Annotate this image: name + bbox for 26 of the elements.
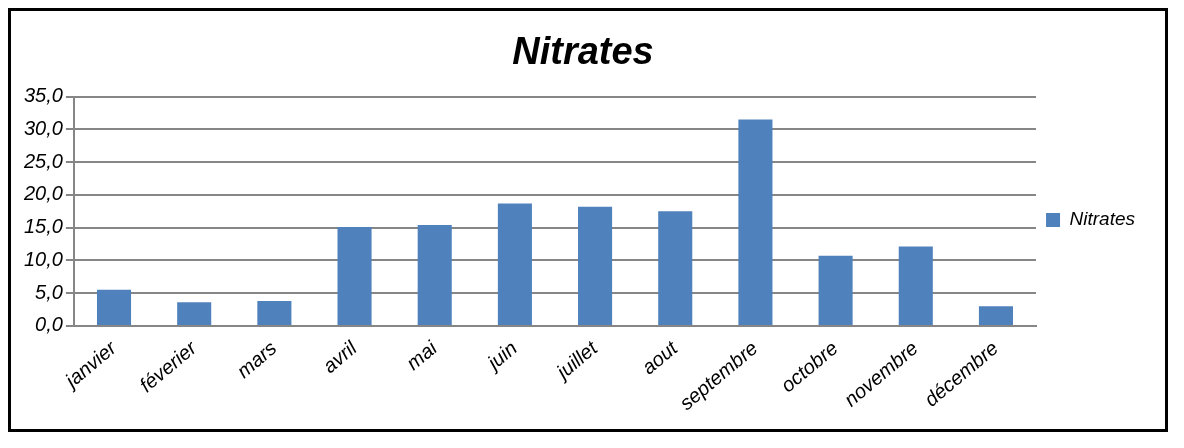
bar	[96, 289, 132, 325]
y-tick-label: 5,0	[35, 280, 63, 303]
bar	[257, 300, 292, 325]
bar	[818, 255, 853, 325]
bar	[417, 225, 452, 325]
bar	[658, 211, 693, 325]
bar	[337, 226, 372, 325]
x-tick-label: avril	[318, 336, 362, 377]
bar	[497, 203, 532, 325]
y-tick-label: 10,0	[23, 247, 63, 270]
y-tick-label: 0,0	[35, 313, 63, 336]
x-tick-label: mai	[402, 336, 442, 375]
y-tick-label: 20,0	[22, 182, 63, 205]
bar	[738, 119, 773, 325]
bar	[898, 246, 933, 325]
y-tick-label: 15,0	[23, 215, 63, 238]
legend-label: Nitrates	[1069, 208, 1136, 230]
bar	[177, 302, 212, 325]
y-tick-label: 35,0	[23, 84, 63, 107]
x-tick-label: aout	[637, 335, 683, 379]
y-tick-label: 30,0	[23, 116, 63, 139]
chart-title: Nitrates	[512, 30, 654, 73]
bar	[578, 206, 613, 325]
y-tick-label: 25,0	[22, 149, 63, 172]
x-tick-label: juin	[480, 336, 522, 376]
bar	[978, 306, 1013, 325]
